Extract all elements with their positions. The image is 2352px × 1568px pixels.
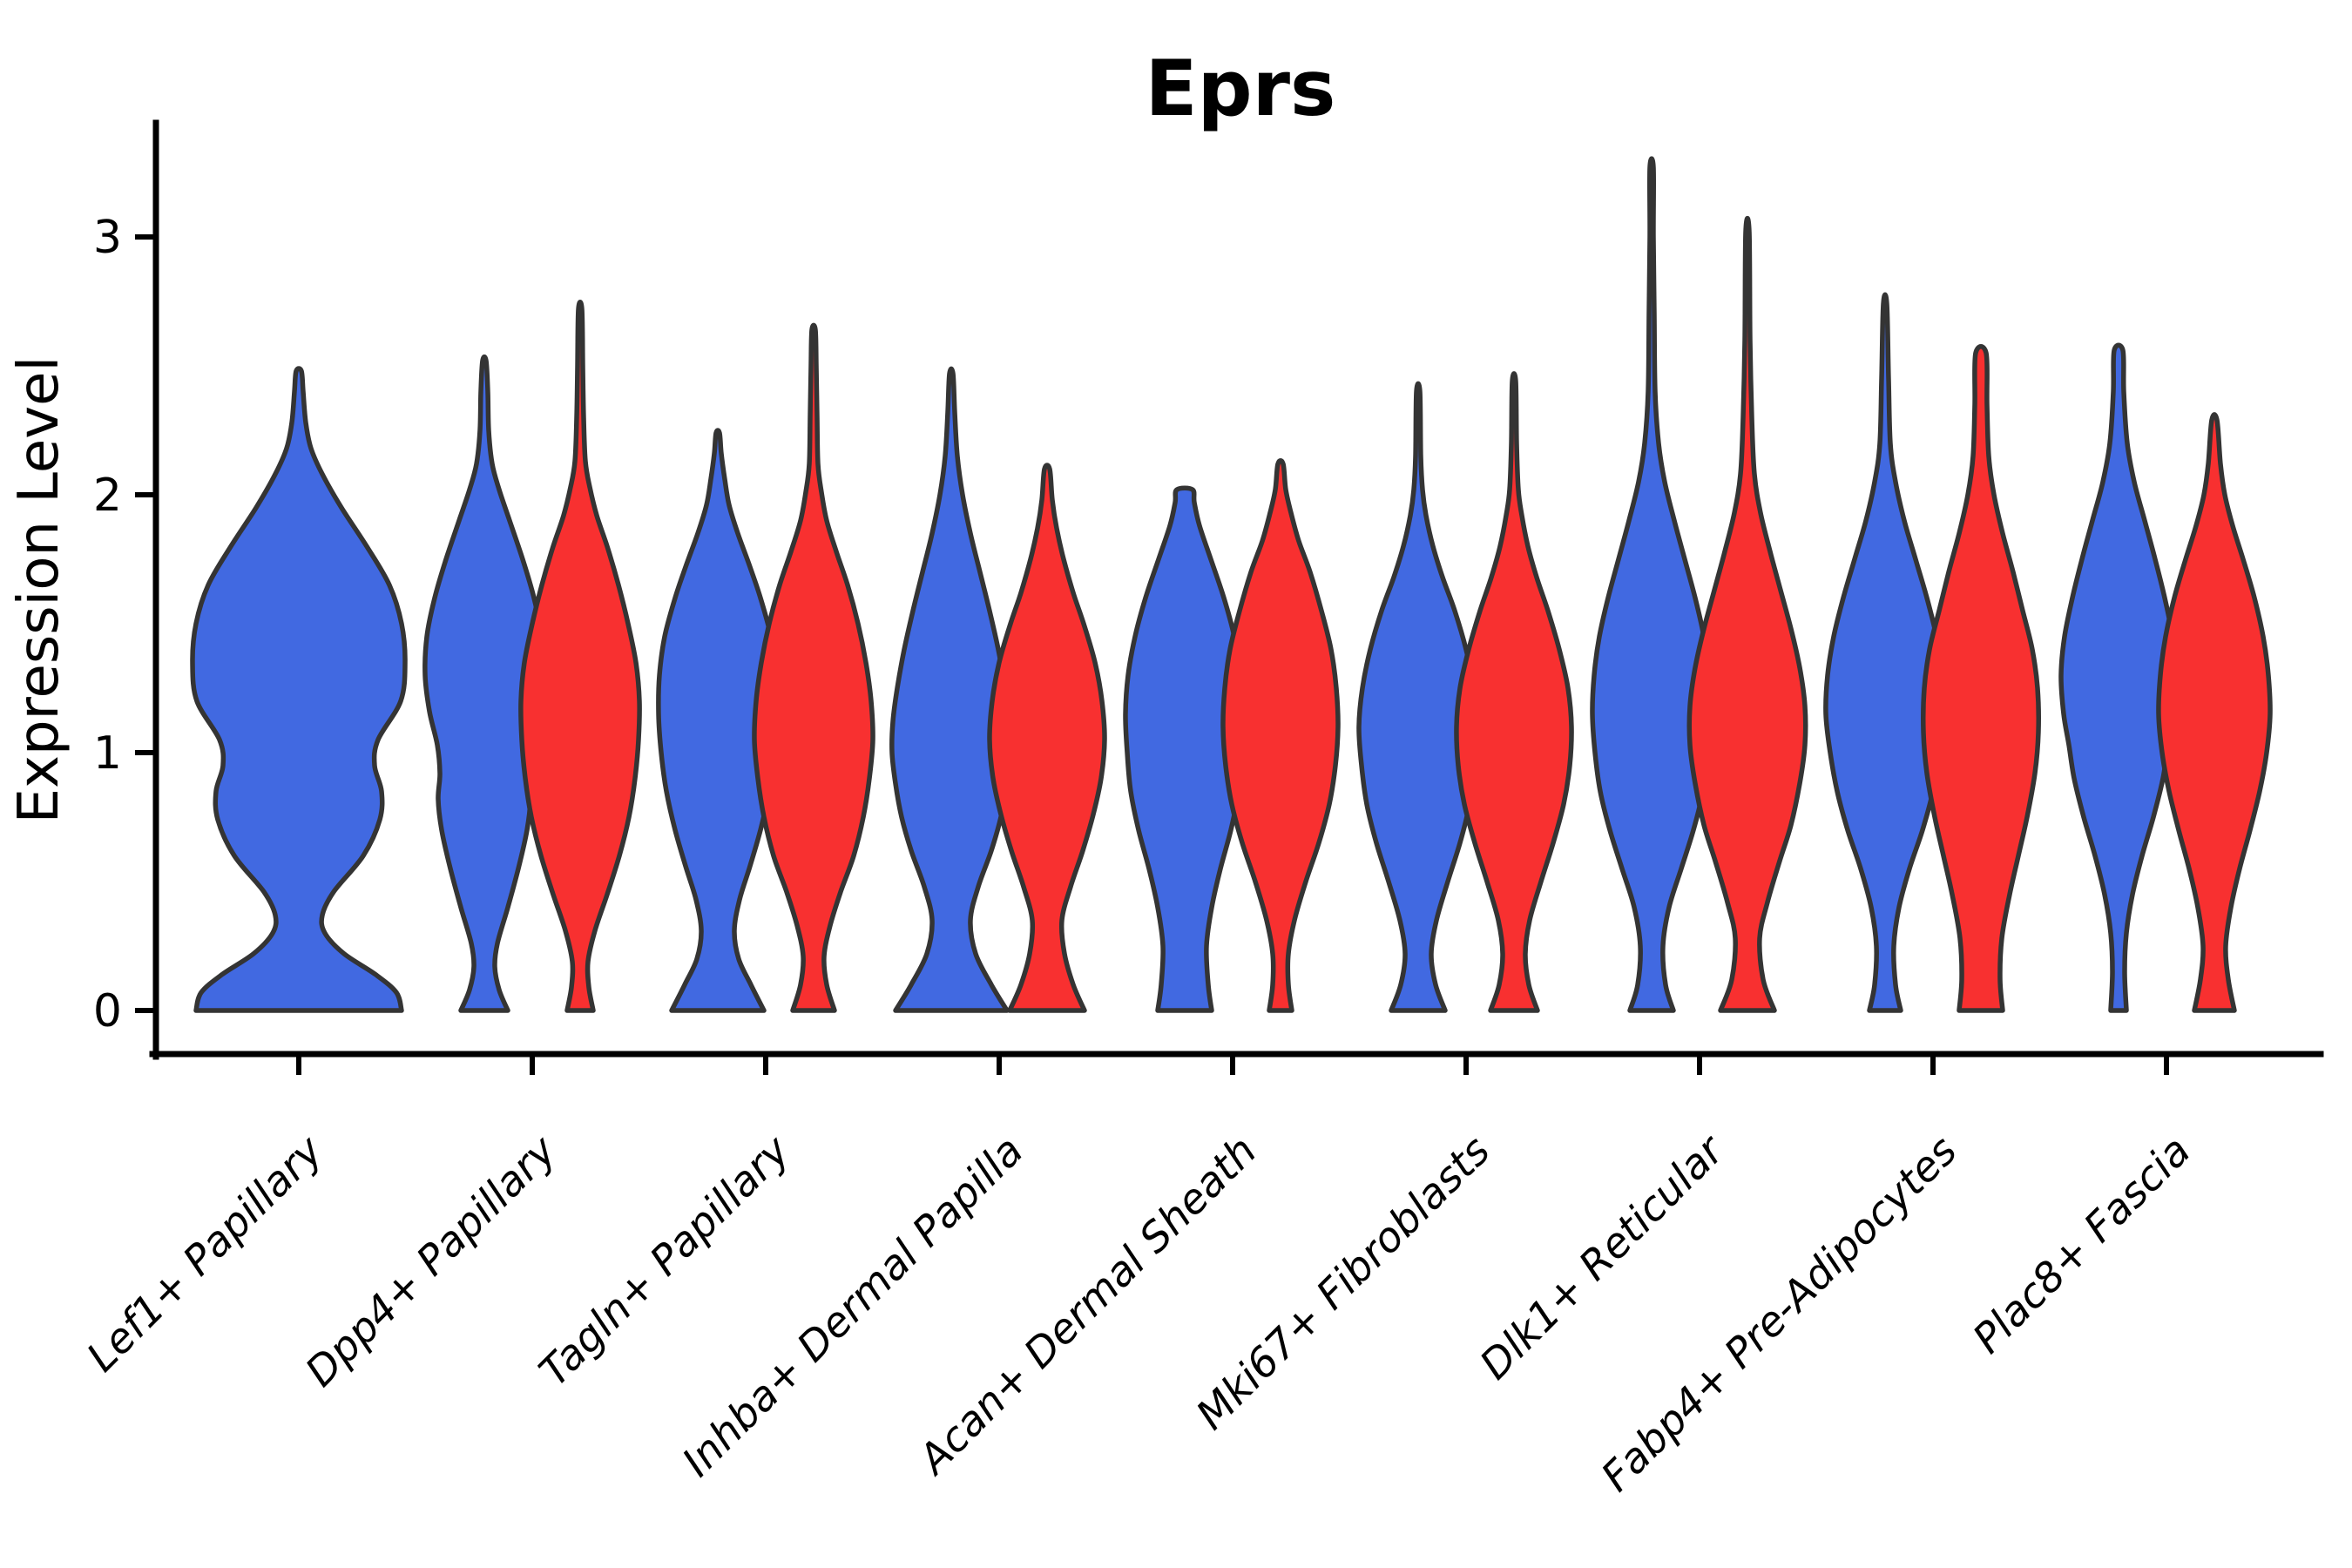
violin-dpp4-papillary-red [518, 299, 642, 1013]
y-tick-label: 2 [93, 470, 122, 522]
violin-tagln-papillary-red [752, 322, 875, 1013]
x-tick-label-tagln-papillary: Tagln+ Papillary [531, 1126, 801, 1396]
axes [149, 119, 2324, 1060]
y-axis-ticks: 0 1 2 3 [93, 212, 156, 1037]
violin-series [190, 156, 2273, 1013]
y-tick-label: 0 [93, 985, 122, 1037]
y-tick-label: 3 [93, 212, 122, 264]
violin-plac8-fascia-red [2156, 412, 2273, 1013]
violin-acan-dermal-sheath-red [1220, 458, 1341, 1013]
y-axis-label: Expression Level [7, 356, 71, 824]
x-tick-label-dlk1-reticular: Dlk1+ Reticular [1471, 1125, 1735, 1389]
x-tick-label-plac8-fascia: Plac8+ Fascia [1963, 1127, 2200, 1363]
x-tick-label-lef1-papillary: Lef1+ Papillary [78, 1126, 333, 1382]
violin-dlk1-reticular-red [1686, 215, 1808, 1013]
violin-plac8-fascia-blue [2058, 342, 2179, 1013]
violin-lef1-papillary-blue [190, 366, 408, 1013]
plot-title: Eprs [1146, 44, 1336, 133]
violin-mki67-fibroblasts-red [1454, 371, 1574, 1013]
violin-inhba-dermal-papilla-red [987, 463, 1107, 1013]
violin-fabp4-pre-adipocytes-red [1921, 344, 2041, 1013]
violin-tagln-papillary-blue [656, 428, 780, 1013]
violin-dlk1-reticular-blue [1590, 156, 1713, 1013]
violin-acan-dermal-sheath-blue [1123, 485, 1247, 1013]
y-tick-label: 1 [93, 727, 122, 780]
x-tick-label-dpp4-papillary: Dpp4+ Papillary [296, 1126, 566, 1396]
